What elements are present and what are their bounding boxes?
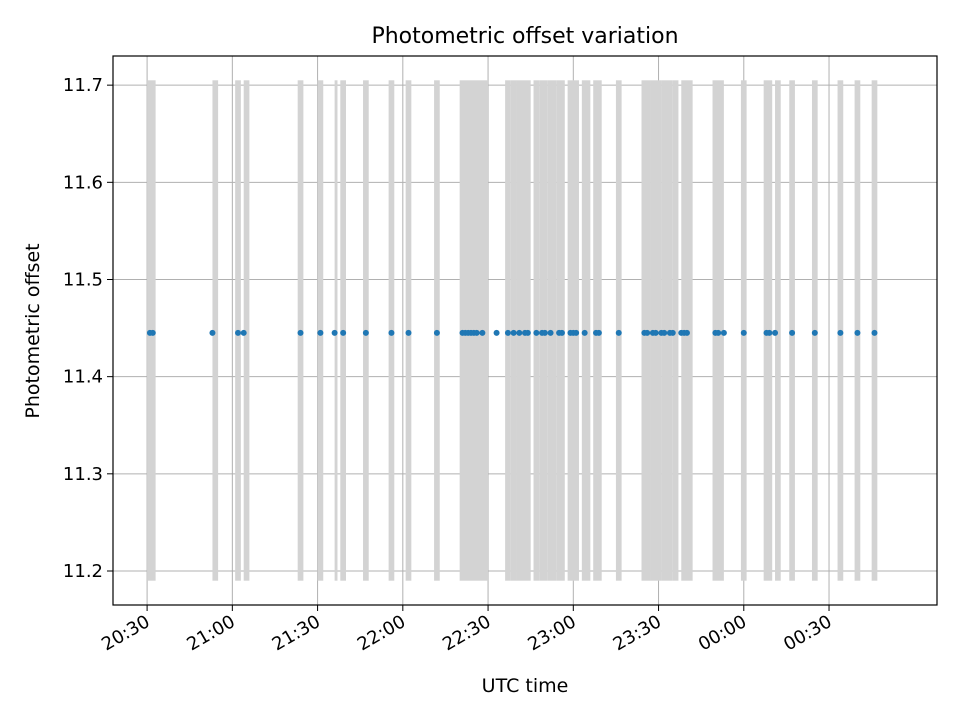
data-point bbox=[595, 329, 602, 336]
data-point bbox=[240, 329, 247, 336]
data-point bbox=[644, 329, 651, 336]
data-point bbox=[510, 329, 517, 336]
data-point bbox=[837, 329, 844, 336]
chart-title: Photometric offset variation bbox=[371, 24, 678, 49]
data-point bbox=[740, 329, 747, 336]
y-tick-label: 11.2 bbox=[63, 561, 103, 582]
data-point bbox=[547, 329, 554, 336]
data-point bbox=[504, 329, 511, 336]
data-point bbox=[331, 329, 338, 336]
data-point bbox=[149, 329, 156, 336]
y-tick-label: 11.5 bbox=[63, 269, 103, 290]
data-point bbox=[362, 329, 369, 336]
data-point bbox=[581, 329, 588, 336]
data-point bbox=[683, 329, 690, 336]
y-tick-label: 11.3 bbox=[63, 464, 103, 485]
data-point bbox=[524, 329, 531, 336]
y-tick-label: 11.4 bbox=[63, 367, 103, 388]
data-point bbox=[573, 329, 580, 336]
data-point bbox=[772, 329, 779, 336]
data-point bbox=[340, 329, 347, 336]
x-axis-label: UTC time bbox=[482, 675, 569, 697]
data-point bbox=[615, 329, 622, 336]
data-point bbox=[720, 329, 727, 336]
axes-frame bbox=[112, 55, 938, 606]
data-point bbox=[433, 329, 440, 336]
data-point bbox=[558, 329, 565, 336]
data-point bbox=[235, 329, 242, 336]
data-point bbox=[871, 329, 878, 336]
data-points bbox=[146, 329, 878, 336]
data-point bbox=[669, 329, 676, 336]
data-point bbox=[516, 329, 523, 336]
data-point bbox=[317, 329, 324, 336]
data-point bbox=[766, 329, 773, 336]
data-point bbox=[493, 329, 500, 336]
data-point bbox=[473, 329, 480, 336]
data-point bbox=[479, 329, 486, 336]
data-point bbox=[854, 329, 861, 336]
data-point bbox=[789, 329, 796, 336]
y-axis-ticks: 11.2 11.3 11.4 11.5 11.6 11.7 bbox=[63, 75, 113, 582]
y-axis-label: Photometric offset bbox=[22, 243, 44, 418]
data-point bbox=[811, 329, 818, 336]
data-point bbox=[209, 329, 216, 336]
shaded-interval bbox=[243, 80, 250, 581]
shaded-interval bbox=[775, 80, 781, 581]
data-point bbox=[661, 329, 668, 336]
y-tick-label: 11.7 bbox=[63, 75, 103, 96]
data-point bbox=[405, 329, 412, 336]
data-point bbox=[533, 329, 540, 336]
data-point bbox=[541, 329, 548, 336]
shaded-interval bbox=[661, 80, 673, 581]
shaded-interval bbox=[212, 80, 219, 581]
y-tick-label: 11.6 bbox=[63, 172, 103, 193]
data-point bbox=[297, 329, 304, 336]
data-point bbox=[652, 329, 659, 336]
data-point bbox=[388, 329, 395, 336]
shaded-interval bbox=[672, 80, 679, 581]
data-point bbox=[715, 329, 722, 336]
